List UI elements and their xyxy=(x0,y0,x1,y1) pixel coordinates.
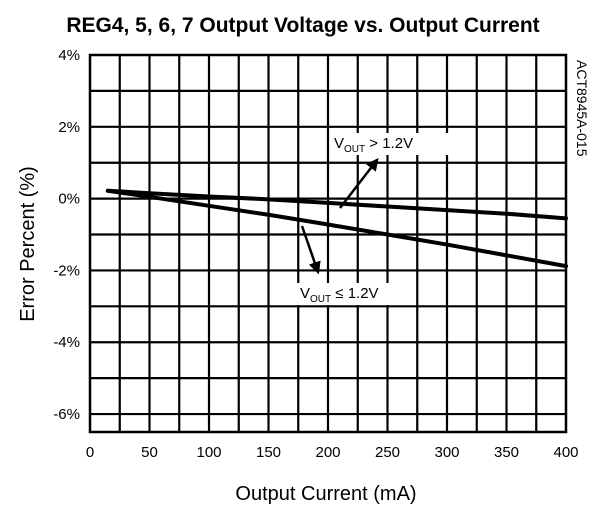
x-tick-labels: 0 50 100 150 200 250 300 350 400 xyxy=(86,444,579,461)
x-axis-label: Output Current (mA) xyxy=(235,483,416,505)
annotation-label: VOUT > 1.2V xyxy=(334,135,413,155)
x-tick-label: 150 xyxy=(256,444,281,461)
annotation-arrow xyxy=(300,225,321,275)
y-tick-label: 4% xyxy=(58,47,80,64)
annotation-background xyxy=(297,283,415,305)
x-tick-label: 50 xyxy=(141,444,158,461)
y-axis-label: Error Percent (%) xyxy=(17,166,39,322)
series-line-1 xyxy=(105,188,568,221)
annotation-arrow xyxy=(339,158,379,209)
x-tick-label: 0 xyxy=(86,444,94,461)
annotations: VOUT > 1.2V VOUT ≤ 1.2V xyxy=(297,133,449,305)
x-tick-label: 250 xyxy=(375,444,400,461)
series-line-2 xyxy=(105,188,568,269)
chart-title: REG4, 5, 6, 7 Output Voltage vs. Output … xyxy=(66,14,539,37)
y-tick-label: -2% xyxy=(53,262,80,279)
y-tick-label: 2% xyxy=(58,119,80,136)
annotation-label: VOUT ≤ 1.2V xyxy=(300,285,379,305)
x-tick-label: 200 xyxy=(315,444,340,461)
y-tick-label: -6% xyxy=(53,406,80,423)
x-tick-label: 300 xyxy=(434,444,459,461)
x-tick-label: 100 xyxy=(196,444,221,461)
grid xyxy=(90,55,566,432)
plot-frame xyxy=(88,53,568,434)
y-tick-label: -4% xyxy=(53,334,80,351)
y-tick-label: 0% xyxy=(58,191,80,208)
x-tick-label: 400 xyxy=(553,444,578,461)
x-tick-label: 350 xyxy=(494,444,519,461)
series-layer xyxy=(105,188,568,269)
y-tick-labels: 4% 2% 0% -2% -4% -6% xyxy=(53,47,80,423)
figure-id-label: ACT8945A-015 xyxy=(574,60,590,157)
annotation-background xyxy=(331,133,449,155)
